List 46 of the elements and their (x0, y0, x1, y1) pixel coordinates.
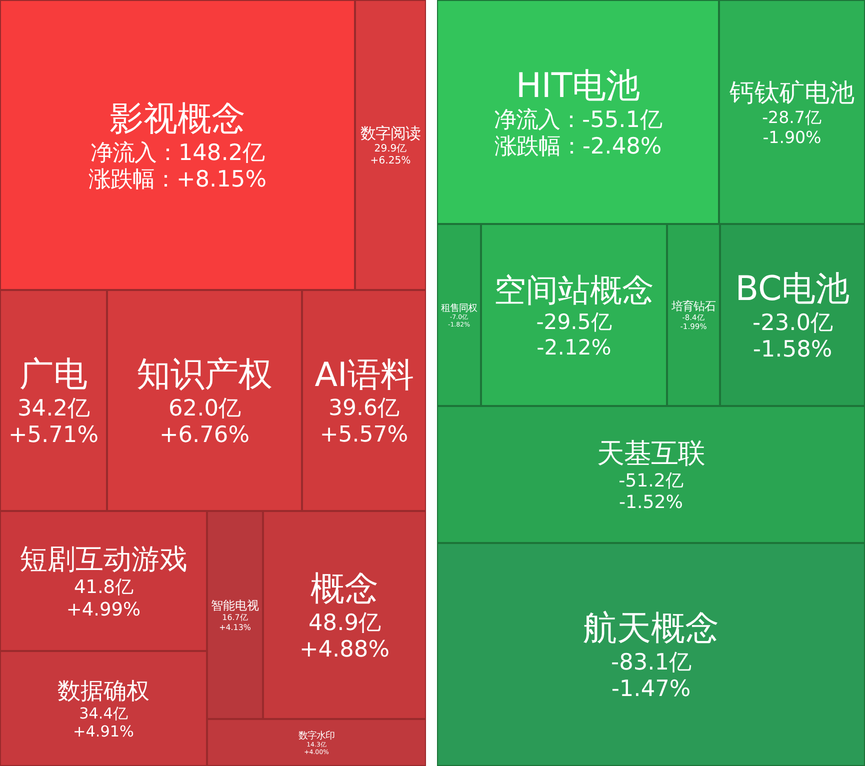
data-label: +4.91% (73, 722, 134, 741)
category-label: 广电 (20, 354, 88, 394)
category-label: 数字阅读 (360, 124, 420, 142)
category-label: 影视概念 (110, 98, 246, 139)
category-label: 天基互联 (597, 438, 705, 470)
data-label: -23.0亿 (752, 310, 833, 336)
data-label: +5.57% (320, 422, 408, 448)
data-label: -1.90% (762, 128, 822, 147)
category-label: 租售同权 (441, 302, 477, 314)
data-label: +5.71% (8, 422, 99, 448)
data-label: +6.25% (370, 156, 411, 167)
data-label: 涨跌幅：-2.48% (494, 134, 662, 160)
data-label: 34.4亿 (79, 704, 128, 723)
category-label: 空间站概念 (494, 270, 654, 309)
category-label: 知识产权 (136, 354, 272, 394)
category-label: 概念 (310, 568, 378, 609)
category-label: AI语料 (314, 354, 414, 394)
category-label: 钙钛矿电池 (728, 78, 854, 107)
data-label: 39.6亿 (328, 396, 400, 421)
data-label: 净流入：148.2亿 (90, 140, 265, 166)
category-label: 航天概念 (583, 608, 719, 648)
data-label: -1.47% (611, 676, 691, 702)
category-label: BC电池 (735, 268, 850, 309)
data-label: -29.5亿 (536, 308, 612, 334)
data-label: -1.58% (752, 336, 832, 363)
data-label: 涨跌幅：+8.15% (88, 166, 267, 193)
category-label: 数字水印 (298, 730, 334, 742)
data-label: 48.9亿 (308, 610, 380, 636)
data-label: +6.76% (159, 422, 250, 448)
data-label: -2.12% (536, 334, 612, 360)
data-label: -1.52% (619, 492, 683, 514)
data-label: 净流入：-55.1亿 (494, 106, 662, 133)
data-label: -51.2亿 (618, 470, 684, 492)
data-label: 41.8亿 (74, 577, 134, 598)
category-label: 短剧互动游戏 (20, 542, 188, 576)
data-label: -83.1亿 (610, 649, 692, 676)
data-label: 34.2亿 (18, 395, 90, 422)
data-label: 62.0亿 (168, 395, 240, 422)
data-label: +4.88% (299, 636, 390, 663)
category-label: HIT电池 (516, 66, 640, 106)
category-label: 智能电视 (211, 598, 259, 613)
data-label: 29.9亿 (374, 144, 407, 155)
data-label: -28.7亿 (762, 108, 822, 127)
category-label: 数据确权 (58, 678, 150, 704)
data-label: +4.99% (66, 599, 141, 620)
category-label: 培育钻石 (670, 298, 716, 313)
